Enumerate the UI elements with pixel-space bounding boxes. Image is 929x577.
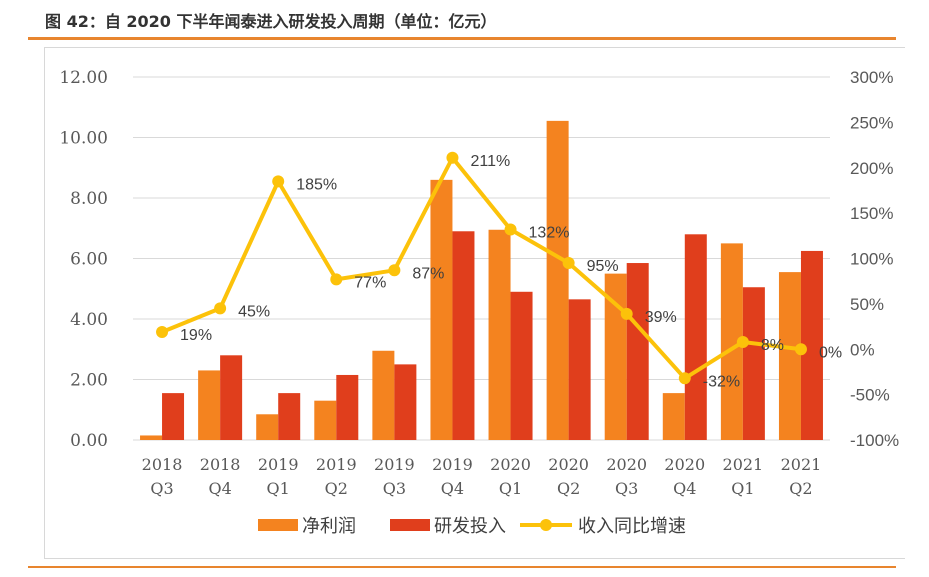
- growth-point: [562, 257, 575, 270]
- x-tick-year: 2018: [200, 455, 241, 474]
- right-tick-label: 0%: [850, 340, 875, 359]
- growth-data-label: 185%: [296, 176, 337, 193]
- x-tick-quarter: Q2: [557, 479, 580, 498]
- growth-data-label: 211%: [470, 153, 510, 170]
- growth-point: [620, 307, 633, 320]
- growth-point: [736, 335, 749, 348]
- x-tick-quarter: Q3: [615, 479, 638, 498]
- rd-bar: [684, 234, 707, 440]
- left-tick-label: 4.00: [70, 310, 108, 330]
- rd-bar: [452, 231, 475, 440]
- legend-swatch: [258, 519, 298, 531]
- growth-data-label: 8%: [761, 337, 784, 354]
- rd-bar: [626, 263, 649, 440]
- left-tick-label: 0.00: [70, 431, 108, 451]
- profit-bar: [372, 350, 395, 440]
- growth-line: [161, 155, 802, 381]
- growth-data-label: 19%: [180, 327, 212, 344]
- profit-bar: [140, 435, 163, 440]
- x-tick-quarter: Q4: [673, 479, 696, 498]
- x-tick-year: 2018: [142, 455, 183, 474]
- left-tick-label: 8.00: [70, 189, 108, 209]
- right-tick-label: 200%: [850, 159, 893, 178]
- x-tick-quarter: Q2: [325, 479, 348, 498]
- x-tick-year: 2019: [432, 455, 473, 474]
- x-tick-year: 2021: [781, 455, 822, 474]
- profit-bar: [546, 120, 569, 441]
- rd-bar: [742, 287, 765, 440]
- right-tick-label: -50%: [850, 386, 890, 405]
- growth-point: [388, 264, 401, 277]
- title-rule: [28, 37, 896, 40]
- growth-point: [504, 223, 517, 236]
- growth-point: [330, 273, 343, 286]
- x-tick-year: 2020: [548, 455, 589, 474]
- growth-point: [156, 326, 169, 339]
- right-tick-label: 250%: [850, 113, 893, 132]
- profit-bar: [314, 400, 337, 440]
- x-tick-quarter: Q1: [267, 479, 290, 498]
- legend-marker: [540, 519, 552, 531]
- growth-point: [214, 302, 227, 315]
- growth-data-label: 0%: [819, 344, 842, 361]
- growth-point: [794, 343, 807, 356]
- profit-bar: [198, 370, 221, 440]
- profit-bar: [778, 272, 801, 440]
- x-tick-year: 2019: [316, 455, 357, 474]
- profit-bar: [430, 179, 453, 440]
- rd-bar: [336, 374, 359, 440]
- x-tick-year: 2020: [606, 455, 647, 474]
- growth-data-label: 87%: [412, 265, 444, 282]
- right-tick-label: -100%: [850, 431, 899, 450]
- rd-bar: [162, 393, 185, 440]
- x-tick-year: 2020: [490, 455, 531, 474]
- rd-bar: [220, 355, 243, 440]
- x-tick-quarter: Q1: [499, 479, 522, 498]
- left-tick-label: 6.00: [70, 250, 108, 270]
- x-tick-quarter: Q2: [789, 479, 812, 498]
- right-tick-label: 300%: [850, 68, 893, 87]
- rd-bar: [278, 393, 301, 440]
- growth-data-label: 95%: [587, 258, 619, 275]
- x-tick-quarter: Q3: [150, 479, 173, 498]
- legend-label: 研发投入: [434, 516, 506, 537]
- rd-bar: [394, 364, 417, 440]
- profit-bar: [488, 229, 511, 440]
- x-tick-year: 2019: [374, 455, 415, 474]
- rd-bar: [568, 299, 591, 440]
- x-tick-year: 2021: [723, 455, 764, 474]
- chart-frame: [44, 47, 905, 559]
- x-tick-quarter: Q4: [208, 479, 231, 498]
- x-tick-year: 2019: [258, 455, 299, 474]
- growth-data-label: 39%: [645, 309, 677, 326]
- legend-swatch: [390, 519, 430, 531]
- left-tick-label: 12.00: [59, 68, 108, 88]
- growth-data-label: -32%: [703, 373, 740, 390]
- profit-bar: [720, 243, 743, 440]
- x-tick-year: 2020: [664, 455, 705, 474]
- legend-label: 收入同比增速: [578, 516, 686, 537]
- right-tick-label: 150%: [850, 204, 893, 223]
- rd-bar: [510, 291, 533, 440]
- profit-bar: [662, 393, 685, 440]
- growth-data-label: 132%: [529, 224, 570, 241]
- bottom-rule: [28, 566, 896, 568]
- growth-data-label: 77%: [354, 274, 386, 291]
- left-tick-label: 2.00: [70, 371, 108, 391]
- profit-bar: [256, 414, 279, 440]
- legend-label: 净利润: [302, 516, 356, 537]
- right-tick-label: 50%: [850, 295, 884, 314]
- right-tick-label: 100%: [850, 250, 893, 269]
- left-tick-label: 10.00: [59, 129, 108, 149]
- growth-point: [272, 175, 285, 188]
- growth-point: [678, 372, 691, 385]
- x-tick-quarter: Q4: [441, 479, 464, 498]
- x-tick-quarter: Q1: [731, 479, 754, 498]
- growth-point: [446, 151, 459, 164]
- figure-title: 图 42：自 2020 下半年闻泰进入研发投入周期（单位：亿元）: [45, 12, 497, 31]
- growth-data-label: 45%: [238, 303, 270, 320]
- rd-bar: [800, 250, 823, 440]
- x-tick-quarter: Q3: [383, 479, 406, 498]
